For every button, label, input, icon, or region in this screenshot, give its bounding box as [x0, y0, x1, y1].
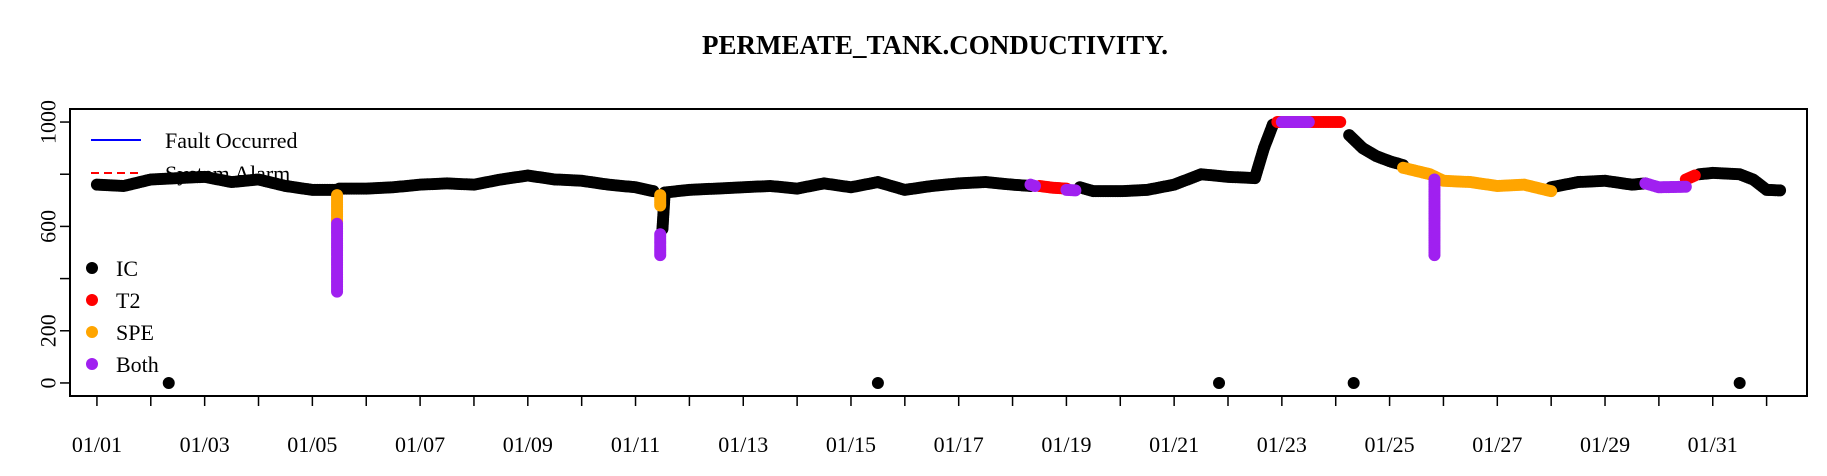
legend-alarm-label: System Alarm: [165, 161, 290, 186]
point-t2: [1334, 116, 1347, 129]
point-spe: [1545, 185, 1558, 198]
y-tick-label: 200: [36, 314, 61, 347]
x-tick-label: 01/05: [287, 432, 337, 457]
legend-spe-marker: [86, 326, 98, 338]
x-tick-label: 01/03: [180, 432, 230, 457]
x-tick-label: 01/21: [1149, 432, 1199, 457]
point-spe: [654, 199, 667, 212]
point-t2: [1688, 169, 1701, 182]
chart-title: PERMEATE_TANK.CONDUCTIVITY.: [702, 30, 1168, 60]
x-tick-label: 01/27: [1472, 432, 1522, 457]
x-tick-label: 01/25: [1365, 432, 1415, 457]
y-tick-label: 1000: [36, 100, 61, 144]
legend-ic-label: IC: [116, 256, 138, 281]
point-ic: [1774, 184, 1787, 197]
point-zero: [871, 376, 884, 389]
x-tick-label: 01/17: [934, 432, 984, 457]
y-axis: 0 200 600 1000: [36, 100, 70, 388]
x-axis: 01/01 01/03 01/05 01/07 01/09 01/11 01/13 01/15…: [72, 396, 1768, 457]
x-tick-label: 01/19: [1041, 432, 1091, 457]
point-zero: [1213, 376, 1226, 389]
point-zero: [1733, 376, 1746, 389]
y-tick-label: 600: [36, 210, 61, 243]
point-zero: [162, 376, 175, 389]
legend-ic-marker: [86, 262, 98, 274]
legend-t2-label: T2: [116, 288, 140, 313]
legend-t2-marker: [86, 294, 98, 306]
x-tick-label: 01/11: [611, 432, 660, 457]
x-tick-label: 01/01: [72, 432, 122, 457]
y-tick-label: 0: [36, 377, 61, 388]
x-tick-label: 01/13: [718, 432, 768, 457]
point-both: [1029, 179, 1041, 192]
x-tick-label: 01/07: [395, 432, 445, 457]
point-both: [1428, 249, 1441, 262]
point-both: [331, 285, 344, 298]
x-tick-label: 01/31: [1688, 432, 1738, 457]
legend-spe-label: SPE: [116, 320, 154, 345]
x-tick-label: 01/15: [826, 432, 876, 457]
x-tick-label: 01/09: [503, 432, 553, 457]
legend-top: Fault Occurred System Alarm: [91, 128, 298, 186]
legend-points: IC T2 SPE Both: [86, 256, 159, 377]
legend-fault-label: Fault Occurred: [165, 128, 298, 153]
legend-both-marker: [86, 358, 98, 370]
point-both: [1069, 184, 1082, 197]
legend-both-label: Both: [116, 352, 159, 377]
plot-frame: [69, 108, 1808, 397]
point-zero: [1347, 376, 1360, 389]
point-both: [1302, 116, 1315, 129]
point-both: [1679, 180, 1692, 193]
x-tick-label: 01/29: [1580, 432, 1630, 457]
point-both: [654, 249, 667, 262]
plot-points: [90, 116, 1787, 389]
x-tick-label: 01/23: [1257, 432, 1307, 457]
